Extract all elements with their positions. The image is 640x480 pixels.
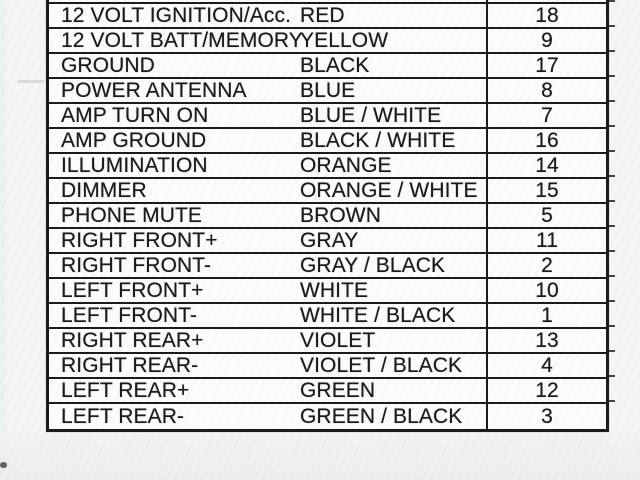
- wire-color-cell: [300, 0, 486, 2]
- table-row-cutoff: [49, 0, 615, 4]
- pin-number-cell: 2: [486, 254, 606, 277]
- function-cell: RIGHT REAR+: [61, 329, 204, 352]
- pin-number-cell: 5: [486, 204, 606, 227]
- table-row: AMP TURN ON BLUE / WHITE 7: [49, 104, 615, 129]
- function-cell: LEFT FRONT+: [61, 279, 204, 302]
- function-cell: RIGHT FRONT+: [61, 229, 218, 252]
- wire-color-cell: WHITE / BLACK: [300, 304, 456, 327]
- function-cell: PHONE MUTE: [61, 204, 203, 227]
- page-bottom-margin: [0, 432, 640, 480]
- table-row: POWER ANTENNA BLUE 8: [49, 79, 615, 104]
- function-cell: LEFT REAR-: [61, 405, 185, 428]
- pin-number-cell: [486, 0, 606, 2]
- pin-number-cell: 14: [486, 154, 606, 177]
- scan-edge-tint: [0, 0, 5, 480]
- function-cell: RIGHT REAR-: [61, 354, 199, 377]
- table-row: LEFT FRONT- WHITE / BLACK 1: [49, 304, 615, 329]
- pin-number-cell: 17: [486, 54, 606, 77]
- table-row: 12 VOLT BATT/MEMORY YELLOW 9: [49, 29, 615, 54]
- table-row: RIGHT FRONT- GRAY / BLACK 2: [49, 254, 615, 279]
- table-row: RIGHT REAR+ VIOLET 13: [49, 329, 615, 354]
- pin-number-cell: 10: [486, 279, 606, 302]
- scan-artifact: [0, 462, 7, 468]
- wire-color-cell: BROWN: [300, 204, 381, 227]
- function-cell: [49, 0, 300, 2]
- function-cell: LEFT REAR+: [61, 379, 190, 402]
- wire-color-cell: GRAY / BLACK: [300, 254, 446, 277]
- function-cell: RIGHT FRONT-: [61, 254, 212, 277]
- pin-number-cell: 15: [486, 179, 606, 202]
- function-cell: 12 VOLT BATT/MEMORY: [61, 29, 303, 52]
- wire-color-cell: ORANGE / WHITE: [300, 179, 478, 202]
- table-row: ILLUMINATION ORANGE 14: [49, 154, 615, 179]
- pin-number-cell: 4: [486, 354, 606, 377]
- function-cell: AMP TURN ON: [61, 104, 209, 127]
- wire-color-cell: BLUE: [300, 79, 356, 102]
- function-cell: POWER ANTENNA: [61, 79, 247, 102]
- function-cell: AMP GROUND: [61, 129, 207, 152]
- wire-color-cell: GRAY: [300, 229, 359, 252]
- table-row: DIMMER ORANGE / WHITE 15: [49, 179, 615, 204]
- wire-color-cell: BLACK: [300, 54, 370, 77]
- pin-number-cell: 8: [486, 79, 606, 102]
- table-row: LEFT REAR- GREEN / BLACK 3: [49, 404, 606, 429]
- pin-number-cell: 9: [486, 29, 606, 52]
- wire-color-cell: WHITE: [300, 279, 369, 302]
- pin-number-cell: 12: [486, 379, 606, 402]
- pin-number-cell: 7: [486, 104, 606, 127]
- pin-number-cell: 11: [486, 229, 606, 252]
- table-row: PHONE MUTE BROWN 5: [49, 204, 615, 229]
- wire-color-cell: GREEN / BLACK: [300, 405, 463, 428]
- function-cell: ILLUMINATION: [61, 154, 208, 177]
- function-cell: 12 VOLT IGNITION/Acc.: [61, 4, 292, 27]
- wire-color-cell: YELLOW: [300, 29, 389, 52]
- pin-number-cell: 18: [486, 4, 606, 27]
- table-row: LEFT FRONT+ WHITE 10: [49, 279, 615, 304]
- pin-number-cell: 3: [486, 404, 606, 429]
- wire-color-cell: RED: [300, 4, 345, 27]
- table-row: RIGHT FRONT+ GRAY 11: [49, 229, 615, 254]
- pin-number-cell: 13: [486, 329, 606, 352]
- wiring-table: 12 VOLT IGNITION/Acc. RED 18 12 VOLT BATT/M…: [46, 0, 615, 432]
- wire-color-cell: VIOLET / BLACK: [300, 354, 463, 377]
- table-row: RIGHT REAR- VIOLET / BLACK 4: [49, 354, 615, 379]
- wire-color-cell: BLUE / WHITE: [300, 104, 442, 127]
- function-cell: DIMMER: [61, 179, 147, 202]
- table-row: 12 VOLT IGNITION/Acc. RED 18: [49, 4, 615, 29]
- table-row: LEFT REAR+ GREEN 12: [49, 379, 615, 404]
- function-cell: GROUND: [61, 54, 155, 77]
- wire-color-cell: ORANGE: [300, 154, 392, 177]
- wire-color-cell: BLACK / WHITE: [300, 129, 456, 152]
- function-cell: LEFT FRONT-: [61, 304, 198, 327]
- wire-color-cell: VIOLET: [300, 329, 376, 352]
- table-body: 12 VOLT IGNITION/Acc. RED 18 12 VOLT BATT/M…: [49, 4, 615, 429]
- table-row: GROUND BLACK 17: [49, 54, 615, 79]
- wire-color-cell: GREEN: [300, 379, 376, 402]
- pin-number-cell: 1: [486, 304, 606, 327]
- table-row: AMP GROUND BLACK / WHITE 16: [49, 129, 615, 154]
- pin-number-cell: 16: [486, 129, 606, 152]
- scan-smudge: [18, 80, 44, 83]
